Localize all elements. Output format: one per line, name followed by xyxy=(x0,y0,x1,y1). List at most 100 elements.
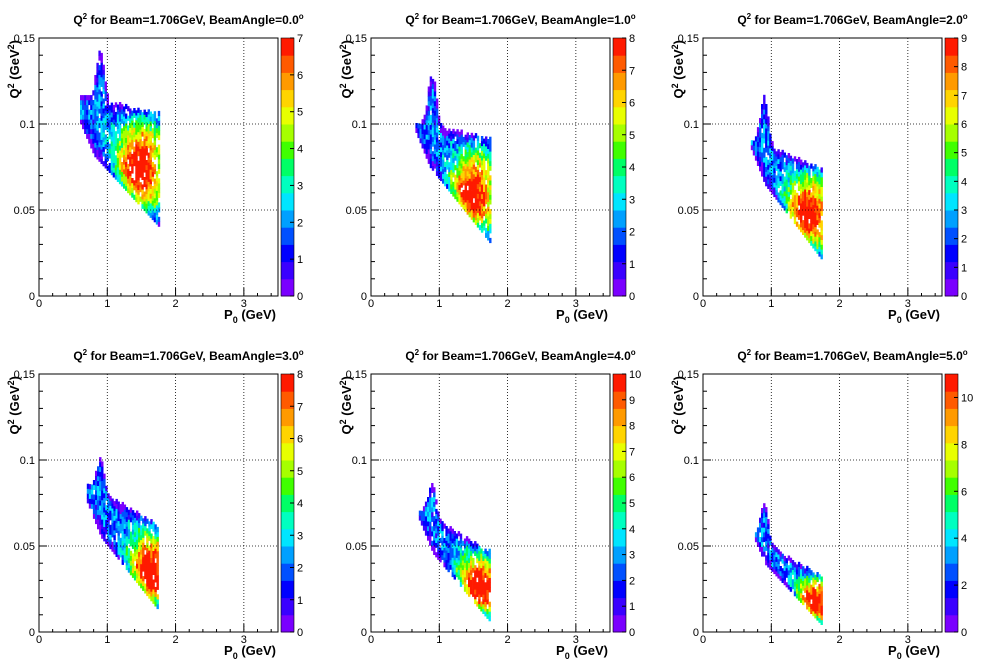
heatmap-cell xyxy=(96,96,99,102)
heatmap-cell xyxy=(462,156,465,162)
heatmap-cell xyxy=(452,143,455,149)
color-bar-tick-label: 4 xyxy=(297,144,303,156)
heatmap-cell xyxy=(431,117,435,123)
heatmap-cell xyxy=(138,580,141,586)
heatmap-cell xyxy=(804,160,807,166)
heatmap-cell xyxy=(102,103,105,109)
heatmap-cell xyxy=(129,550,133,556)
heatmap-cell xyxy=(129,507,133,513)
heatmap-cell xyxy=(131,529,135,535)
heatmap-cell xyxy=(139,114,142,120)
heatmap-cell xyxy=(133,565,137,571)
heatmap-cell xyxy=(480,150,484,156)
heatmap-cell xyxy=(133,180,136,186)
heatmap-cell xyxy=(102,112,105,119)
heatmap-cell xyxy=(444,137,447,143)
heatmap-cell xyxy=(476,183,480,190)
heatmap-cell xyxy=(123,135,126,141)
color-bar-tick-label: 6 xyxy=(629,472,635,484)
heatmap-cell xyxy=(147,114,150,120)
heatmap-cell xyxy=(123,178,126,184)
heatmap-cell xyxy=(150,567,153,573)
heatmap-cell xyxy=(116,152,120,158)
heatmap-cell xyxy=(116,157,120,163)
heatmap-cell xyxy=(139,148,142,154)
heatmap-cell xyxy=(463,552,467,559)
heatmap-cell xyxy=(118,106,122,112)
x-tick-label: 3 xyxy=(905,634,911,646)
heatmap-cell xyxy=(433,516,436,522)
heatmap-cell xyxy=(785,572,788,578)
heatmap-cell xyxy=(461,579,465,585)
heatmap-cell xyxy=(818,232,821,238)
heatmap-cell xyxy=(763,114,766,120)
heatmap-cell xyxy=(84,99,87,106)
heatmap-cell xyxy=(155,209,159,215)
heatmap-cell xyxy=(761,123,764,129)
heatmap-cell xyxy=(474,574,477,580)
heatmap-cell xyxy=(150,523,153,530)
heatmap-cell xyxy=(103,488,106,494)
heatmap-cell xyxy=(775,180,778,186)
heatmap-cell xyxy=(99,461,102,468)
y-tick-label: 0 xyxy=(693,627,699,639)
heatmap-cell xyxy=(465,555,469,561)
heatmap-cell xyxy=(431,83,435,89)
heatmap-cell xyxy=(113,544,116,550)
heatmap-cell xyxy=(463,586,467,592)
heatmap-cell xyxy=(820,249,823,255)
heatmap-cell xyxy=(466,180,469,186)
heatmap-cell xyxy=(133,575,137,581)
heatmap-cell xyxy=(433,153,437,159)
heatmap-cell xyxy=(450,131,453,137)
heatmap-cell xyxy=(131,153,134,160)
heatmap-cell xyxy=(431,516,434,522)
heatmap-cell xyxy=(113,515,116,521)
heatmap-cell xyxy=(92,104,95,110)
heatmap-cell xyxy=(141,141,144,147)
heatmap-cell xyxy=(433,545,436,551)
heatmap-cell xyxy=(446,145,449,151)
heatmap-cell xyxy=(482,565,485,571)
heatmap-cell xyxy=(763,118,766,125)
heatmap-cell xyxy=(109,510,112,516)
heatmap-cell xyxy=(153,188,157,194)
heatmap-cell xyxy=(480,160,484,166)
heatmap-cell xyxy=(765,516,768,522)
xlabel-rest: (GeV) xyxy=(238,307,276,322)
heatmap-cell xyxy=(476,591,479,597)
heatmap-cell xyxy=(767,547,770,554)
heatmap-cell xyxy=(102,161,105,167)
heatmap-cell xyxy=(468,572,471,578)
heatmap-cell xyxy=(90,114,93,120)
heatmap-cell xyxy=(445,535,448,541)
heatmap-cell xyxy=(791,197,795,203)
heatmap-cell xyxy=(99,519,102,525)
heatmap-cell xyxy=(478,546,481,552)
heatmap-cell xyxy=(149,198,152,204)
heatmap-cell xyxy=(810,202,813,208)
heatmap-cell xyxy=(113,520,116,526)
heatmap-cell xyxy=(104,144,107,150)
heatmap-cell xyxy=(102,132,105,138)
heatmap-cell xyxy=(441,525,444,532)
heatmap-cell xyxy=(147,133,150,139)
heatmap-cell xyxy=(121,516,124,522)
heatmap-cell xyxy=(427,511,430,517)
plot-frame xyxy=(370,37,611,297)
heatmap-cell xyxy=(783,176,786,182)
heatmap-cell xyxy=(800,217,803,223)
heatmap-cell xyxy=(441,535,444,541)
heatmap-cell xyxy=(455,538,459,544)
heatmap-cell xyxy=(123,518,127,525)
heatmap-cell xyxy=(480,553,483,559)
heatmap-cell xyxy=(468,557,471,563)
heatmap-cell xyxy=(137,127,140,133)
color-bar-segment xyxy=(613,460,626,478)
heatmap-cell xyxy=(154,538,157,544)
heatmap-cell xyxy=(750,145,754,151)
heatmap-cell xyxy=(789,208,793,214)
y-axis-label: Q2 (GeV2) xyxy=(670,376,686,434)
heatmap-cell xyxy=(151,133,155,139)
color-bar-segment xyxy=(281,494,294,513)
